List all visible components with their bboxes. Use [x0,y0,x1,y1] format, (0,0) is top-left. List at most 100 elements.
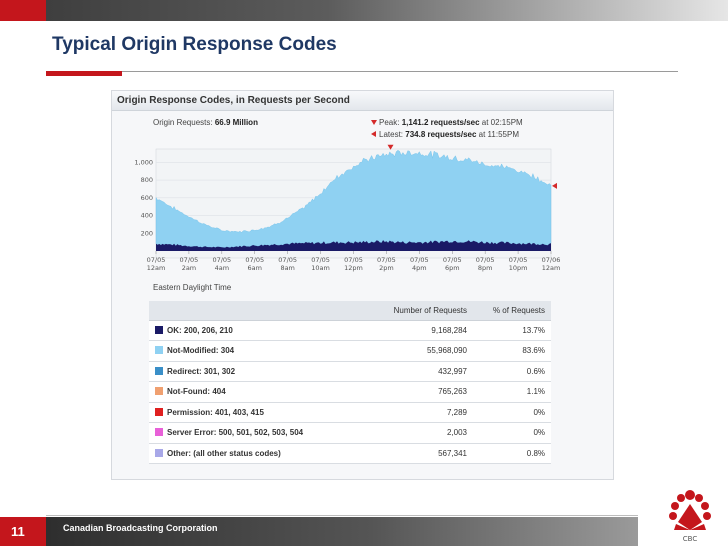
latest-time: at 11:55PM [478,130,519,139]
legend-header-label [149,301,363,321]
x-tick-time: 6am [248,264,262,272]
legend-header-percent: % of Requests [473,301,551,321]
legend-row: Other: (all other status codes) 567,341 0.… [149,443,551,464]
x-tick-date: 07/05 [278,256,297,264]
page-number-box [0,517,46,546]
y-tick-label: 1,000 [134,158,153,166]
y-tick-label: 600 [141,194,153,202]
origin-requests-value: 66.9 Million [214,118,258,127]
x-tick-date: 07/05 [180,256,199,264]
legend-row-percent: 0% [473,402,551,423]
legend-swatch [155,387,163,396]
legend-swatch [155,428,163,437]
x-tick-date: 07/05 [509,256,528,264]
peak-time: at 02:15PM [481,118,523,127]
x-tick-date: 07/05 [377,256,396,264]
peak-label: Peak: [379,118,400,127]
x-tick-date: 07/05 [212,256,231,264]
x-tick-date: 07/05 [245,256,264,264]
legend-row-name: OK: 200, 206, 210 [167,325,233,335]
legend-row: Not-Modified: 304 55,968,090 83.6% [149,340,551,362]
slide-title: Typical Origin Response Codes [52,34,337,55]
x-tick-date: 07/05 [147,256,166,264]
top-bar-accent [0,0,46,21]
latest-point-marker [552,182,557,189]
x-tick-date: 07/05 [311,256,330,264]
legend-row-label: Not-Modified: 304 [149,340,363,362]
chart-panel: Origin Response Codes, in Requests per S… [111,90,614,480]
legend-swatch [155,448,163,457]
x-tick-time: 6pm [445,264,460,272]
legend-row-requests: 9,168,284 [363,320,473,341]
legend-row-label: Server Error: 500, 501, 502, 503, 504 [149,422,363,444]
legend-row-name: Other: (all other status codes) [167,448,281,458]
legend-header-requests: Number of Requests [363,301,473,321]
legend-row-percent: 83.6% [473,340,551,362]
x-tick-time: 10am [311,264,330,272]
legend-row-label: OK: 200, 206, 210 [149,320,363,341]
x-tick-time: 8am [280,264,294,272]
legend-row-percent: 0% [473,422,551,444]
y-tick-label: 800 [141,176,153,184]
footer-rule [46,515,638,516]
panel-header: Origin Response Codes, in Requests per S… [112,91,613,111]
y-tick-label: 400 [141,212,153,220]
legend-row-label: Not-Found: 404 [149,381,363,403]
legend-row-name: Not-Modified: 304 [167,346,235,356]
x-tick-time: 2pm [379,264,394,272]
legend-row-label: Redirect: 301, 302 [149,361,363,382]
legend-row-requests: 765,263 [363,381,473,403]
legend-row-name: Server Error: 500, 501, 502, 503, 504 [167,428,304,438]
origin-requests-label: Origin Requests: [153,118,213,127]
top-bar [0,0,728,21]
peak-summary: Peak: 1,141.2 requests/sec at 02:15PM [379,118,523,127]
latest-summary: Latest: 734.8 requests/sec at 11:55PM [379,130,519,139]
x-tick-date: 07/06 [542,256,561,264]
timezone-label: Eastern Daylight Time [153,283,232,292]
legend-table-header: Number of Requests % of Requests [149,301,551,321]
latest-marker-icon [371,131,376,137]
series-ok-area [156,240,551,251]
peak-value: 1,141.2 requests/sec [401,118,480,127]
footer-bar [46,517,638,546]
cbc-logo-icon: CBC [669,490,711,543]
legend-row: Not-Found: 404 765,263 1.1% [149,381,551,403]
legend-row: Redirect: 301, 302 432,997 0.6% [149,361,551,382]
legend-row-percent: 13.7% [473,320,551,341]
cbc-logo-text: CBC [683,535,698,543]
legend-row-percent: 0.8% [473,443,551,464]
peak-marker-icon [371,120,377,125]
x-tick-time: 10pm [509,264,528,272]
x-tick-time: 8pm [478,264,493,272]
legend-row-label: Other: (all other status codes) [149,443,363,464]
x-tick-date: 07/05 [476,256,495,264]
legend-row: Server Error: 500, 501, 502, 503, 504 2,0… [149,422,551,444]
y-tick-label: 200 [141,229,153,237]
legend-row: OK: 200, 206, 210 9,168,284 13.7% [149,320,551,341]
legend-row-requests: 432,997 [363,361,473,382]
legend-row-name: Not-Found: 404 [167,387,226,397]
latest-label: Latest: [379,130,404,139]
title-rule [46,71,678,72]
legend-row-label: Permission: 401, 403, 415 [149,402,363,423]
x-tick-time: 4am [215,264,229,272]
legend-swatch [155,325,163,334]
peak-point-marker [387,144,394,150]
legend-row-name: Redirect: 301, 302 [167,366,236,376]
x-tick-time: 12am [542,264,561,272]
legend-table: Number of Requests % of Requests OK: 200… [149,301,551,464]
x-tick-time: 12pm [344,264,363,272]
legend-row: Permission: 401, 403, 415 7,289 0% [149,402,551,423]
legend-swatch [155,366,163,375]
legend-row-requests: 567,341 [363,443,473,464]
x-tick-time: 12am [147,264,166,272]
x-tick-time: 4pm [412,264,427,272]
panel-title: Origin Response Codes, in Requests per S… [117,95,350,106]
legend-swatch [155,346,163,355]
footer-text: Canadian Broadcasting Corporation [63,523,218,533]
x-tick-date: 07/05 [410,256,429,264]
x-tick-date: 07/05 [443,256,462,264]
legend-row-requests: 2,003 [363,422,473,444]
page-number: 11 [11,524,25,539]
legend-row-percent: 0.6% [473,361,551,382]
